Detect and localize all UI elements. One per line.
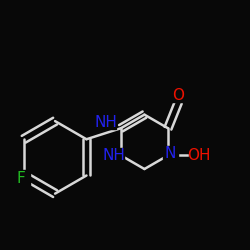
Text: OH: OH [187, 148, 211, 163]
Bar [189, 148, 210, 162]
Bar [170, 90, 186, 102]
Text: NH: NH [95, 114, 118, 130]
Text: NH: NH [103, 148, 126, 163]
Text: F: F [17, 170, 26, 186]
Text: N: N [165, 146, 176, 161]
Bar [96, 115, 116, 129]
Bar [164, 146, 178, 159]
Text: O: O [172, 88, 184, 103]
Bar [12, 170, 30, 186]
Bar [105, 148, 124, 162]
